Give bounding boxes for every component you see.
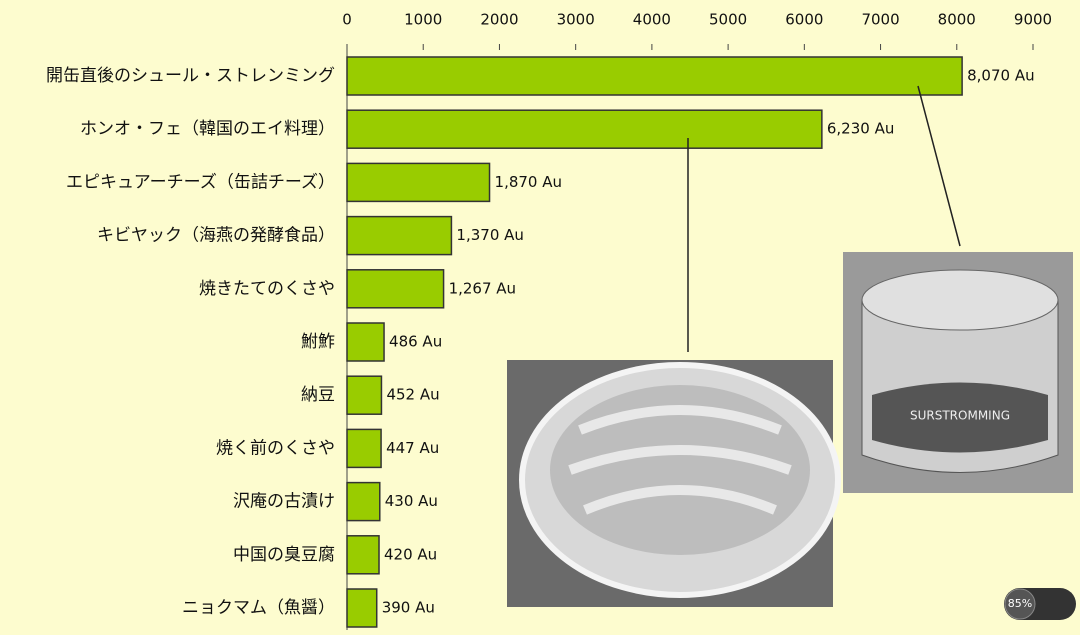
bar: [346, 109, 823, 149]
category-label: ニョクマム（魚醤）: [182, 598, 335, 618]
can-photo: SURSTROMMING: [843, 252, 1073, 493]
value-label: 452 Au: [386, 386, 439, 404]
dish-photo: [507, 360, 841, 607]
zoom-text: 85%: [1008, 597, 1032, 610]
value-label: 1,870 Au: [495, 173, 562, 191]
value-label: 8,070 Au: [967, 67, 1034, 85]
zoom-badge: 85%: [1004, 588, 1076, 620]
value-label: 1,370 Au: [456, 226, 523, 244]
bar: [346, 375, 383, 415]
bar: [346, 481, 381, 522]
category-label: 納豆: [301, 385, 335, 405]
category-label: 鮒鮓: [301, 332, 335, 352]
category-label: 沢庵の古漬け: [233, 492, 335, 512]
value-label: 420 Au: [384, 545, 437, 563]
value-label: 1,267 Au: [449, 279, 516, 297]
bar: [346, 428, 382, 469]
x-tick-label: 5000: [709, 11, 747, 29]
bar: [346, 322, 385, 362]
bar: [346, 588, 378, 628]
category-label: 開缶直後のシュール・ストレンミング: [46, 66, 335, 86]
value-label: 6,230 Au: [827, 120, 894, 138]
category-label: 焼きたてのくさや: [199, 279, 335, 299]
category-label: 中国の臭豆腐: [233, 545, 335, 565]
plot: 0 1000 2000 3000 4000 5000 6000 7000 8000 9000 開缶直…: [46, 11, 1052, 630]
category-label: 焼く前のくさや: [216, 438, 335, 458]
x-tick-label: 6000: [785, 11, 823, 29]
x-tick-label: 0: [342, 11, 352, 29]
x-tick-label: 7000: [861, 11, 899, 29]
x-tick-label: 9000: [1014, 11, 1052, 29]
x-tick-label: 1000: [404, 11, 442, 29]
x-tick-label: 2000: [480, 11, 518, 29]
can-label: SURSTROMMING: [910, 409, 1010, 423]
x-tick-label: 8000: [938, 11, 976, 29]
category-label: ホンオ・フェ（韓国のエイ料理）: [80, 119, 335, 139]
x-tick-label: 3000: [557, 11, 595, 29]
value-label: 447 Au: [386, 439, 439, 457]
value-label: 430 Au: [385, 492, 438, 510]
category-label: キビヤック（海燕の発酵食品）: [97, 226, 335, 246]
pointer-line: [917, 85, 961, 247]
x-tick-label: 4000: [633, 11, 671, 29]
bar: [346, 269, 445, 309]
value-label: 486 Au: [389, 333, 442, 351]
bar: [346, 162, 491, 203]
category-label: エピキュアーチーズ（缶詰チーズ）: [66, 172, 335, 192]
bar: [346, 535, 380, 575]
bar: [346, 56, 963, 96]
bar: [346, 215, 453, 256]
value-label: 390 Au: [382, 599, 435, 617]
